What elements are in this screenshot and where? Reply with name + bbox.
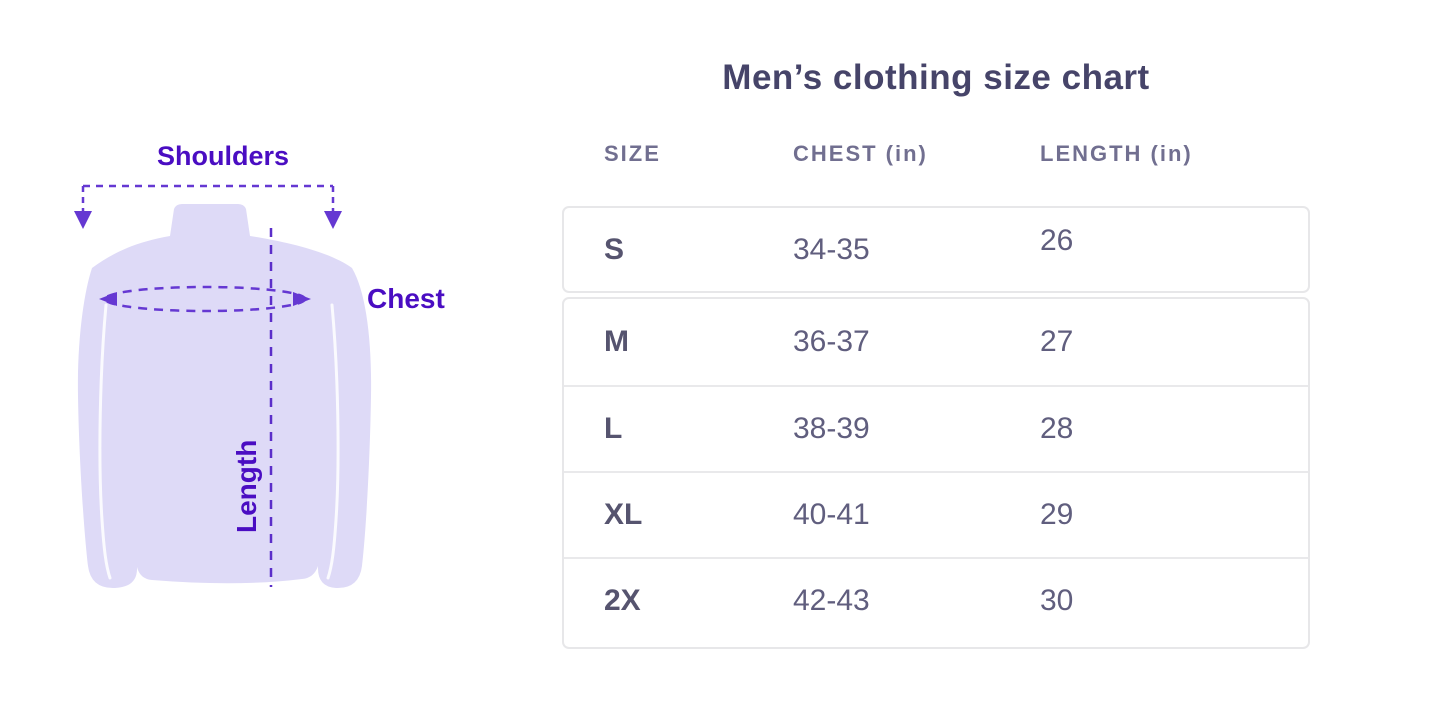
- size-cell: 2X: [604, 584, 641, 617]
- table-row: M 36-37 27: [564, 299, 1308, 385]
- shoulders-measure-bracket: [81, 184, 335, 211]
- length-cell: 28: [1040, 412, 1074, 445]
- chest-arrow-left-icon: [99, 292, 117, 306]
- size-cell: L: [604, 412, 623, 445]
- table-row: XL 40-41 29: [564, 471, 1308, 557]
- shirt-illustration: [74, 184, 372, 589]
- size-table-card-m-2x: M 36-37 27 L 38-39 28 XL 40-41 29 2X 42-…: [562, 297, 1310, 649]
- shoulders-label: Shoulders: [156, 141, 290, 171]
- size-cell: XL: [604, 498, 643, 531]
- length-cell: 29: [1040, 498, 1074, 531]
- table-row: L 38-39 28: [564, 385, 1308, 471]
- column-header-size: SIZE: [604, 141, 661, 166]
- size-cell: S: [604, 232, 625, 266]
- chest-label: Chest: [367, 283, 445, 314]
- shoulders-arrow-left-icon: [74, 211, 92, 229]
- size-table-card-s: S 34-35 26: [562, 206, 1310, 293]
- chest-cell: 36-37: [793, 325, 870, 358]
- right-sleeve-crease: [326, 303, 340, 580]
- table-row: S 34-35 26: [564, 208, 1308, 291]
- length-label: Length: [231, 439, 262, 533]
- column-header-length: LENGTH (in): [1040, 141, 1193, 166]
- length-cell: 26: [1040, 223, 1074, 257]
- chest-arrow-right-icon: [293, 292, 311, 306]
- shirt-silhouette: [77, 204, 372, 589]
- table-row: 2X 42-43 30: [564, 557, 1308, 643]
- table-header-row: SIZE CHEST (in) LENGTH (in): [562, 139, 1310, 169]
- size-cell: M: [604, 325, 629, 358]
- left-sleeve-crease: [98, 303, 112, 580]
- chest-cell: 38-39: [793, 412, 870, 445]
- chest-cell: 34-35: [793, 232, 870, 266]
- column-header-chest: CHEST (in): [793, 141, 928, 166]
- length-cell: 30: [1040, 584, 1074, 617]
- shoulders-arrow-right-icon: [324, 211, 342, 229]
- page-title: Men’s clothing size chart: [722, 58, 1150, 97]
- length-cell: 27: [1040, 325, 1074, 358]
- chest-cell: 40-41: [793, 498, 870, 531]
- chest-cell: 42-43: [793, 584, 870, 617]
